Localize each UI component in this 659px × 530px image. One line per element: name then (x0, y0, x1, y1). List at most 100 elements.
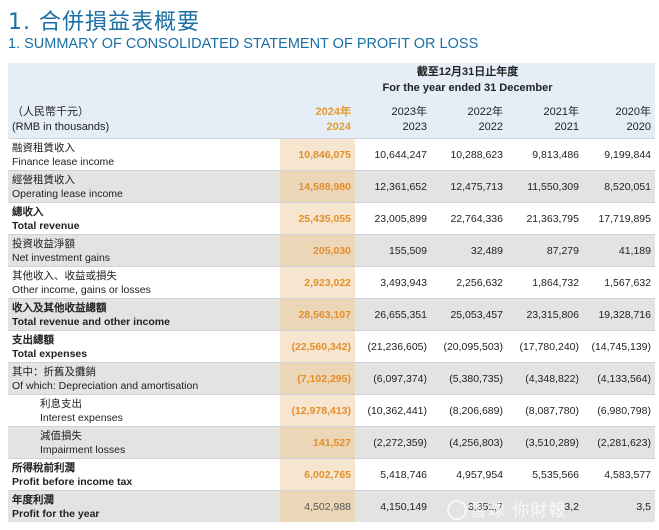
table-row-profit-for-the-year: 年度利潤 Profit for the year 4,502,988 4,150,… (8, 490, 655, 522)
value-2022: 25,053,457 (431, 298, 507, 331)
value-2020: (4,133,564) (583, 362, 655, 395)
value-2020: 3,5 (583, 490, 655, 522)
period-en: For the year ended 31 December (382, 82, 553, 94)
value-2022: (8,206,689) (431, 394, 507, 427)
value-2024: 141,527 (280, 426, 355, 459)
value-2020: 17,719,895 (583, 202, 655, 235)
watermark-logo-icon (447, 500, 467, 520)
page-title-zh: 1. 合併損益表概要 (8, 10, 200, 35)
value-2021: (17,780,240) (507, 330, 583, 363)
period-zh: 截至12月31日止年度 (416, 66, 519, 78)
row-label-zh: 投資收益淨額 (12, 237, 75, 250)
row-label: 經營租賃收入 Operating lease income (8, 170, 280, 203)
value-2024: 6,002,765 (280, 458, 355, 491)
row-label: 總收入 Total revenue (8, 202, 280, 235)
value-2022: 4,957,954 (431, 458, 507, 491)
value-2021: 87,279 (507, 234, 583, 267)
row-label-en: Operating lease income (12, 187, 123, 200)
table-row-other-income: 其他收入、收益或損失 Other income, gains or losses … (8, 266, 655, 299)
row-label-zh: 減值損失 (40, 429, 82, 442)
value-2021: (4,348,822) (507, 362, 583, 395)
row-label-zh: 其他收入、收益或損失 (12, 269, 117, 282)
year-en: 2022 (478, 121, 503, 133)
year-header-2021: 2021年 2021 (507, 97, 583, 139)
row-label-zh: 年度利潤 (12, 493, 54, 506)
table-row-interest-expenses: 利息支出 Interest expenses (12,978,413) (10,3… (8, 394, 655, 427)
value-2024: 205,030 (280, 234, 355, 267)
row-label: 投資收益淨額 Net investment gains (8, 234, 280, 267)
value-2022: 32,489 (431, 234, 507, 267)
value-2020: (6,980,798) (583, 394, 655, 427)
row-label-zh: 收入及其他收益總額 (12, 301, 107, 314)
table-row-net-investment-gains: 投資收益淨額 Net investment gains 205,030 155,5… (8, 234, 655, 267)
table-row-operating-lease-income: 經營租賃收入 Operating lease income 14,588,980 … (8, 170, 655, 203)
value-2020: 4,583,577 (583, 458, 655, 491)
value-2020: 41,189 (583, 234, 655, 267)
period-header: 截至12月31日止年度 For the year ended 31 Decemb… (280, 63, 655, 97)
value-2022: (5,380,735) (431, 362, 507, 395)
year-header-2022: 2022年 2022 (431, 97, 507, 139)
value-2023: (2,272,359) (355, 426, 431, 459)
value-2024: (22,560,342) (280, 330, 355, 363)
value-2021: 23,315,806 (507, 298, 583, 331)
year-en: 2020 (626, 121, 651, 133)
value-2022: 22,764,336 (431, 202, 507, 235)
row-label-en: Profit for the year (12, 507, 100, 520)
year-en: 2023 (402, 121, 427, 133)
value-2024: 14,588,980 (280, 170, 355, 203)
value-2022: (4,256,803) (431, 426, 507, 459)
value-2023: 3,493,943 (355, 266, 431, 299)
value-2020: (14,745,139) (583, 330, 655, 363)
value-2021: (8,087,780) (507, 394, 583, 427)
value-2024: 2,923,022 (280, 266, 355, 299)
row-label-zh: 融資租賃收入 (12, 141, 75, 154)
row-label-en: Finance lease income (12, 155, 115, 168)
value-2021: 11,550,309 (507, 170, 583, 203)
value-2021: 5,535,566 (507, 458, 583, 491)
year-en: 2021 (554, 121, 579, 133)
row-label-en: Total revenue and other income (12, 315, 170, 328)
row-label-en: Net investment gains (12, 251, 111, 264)
row-label-en: Other income, gains or losses (12, 283, 151, 296)
value-2023: (10,362,441) (355, 394, 431, 427)
row-label: 收入及其他收益總額 Total revenue and other income (8, 298, 280, 331)
row-label: 其他收入、收益或損失 Other income, gains or losses (8, 266, 280, 299)
table-row-impairment-losses: 減值損失 Impairment losses 141,527 (2,272,359… (8, 426, 655, 459)
table-row-depreciation-amortisation: 其中：折舊及攤銷 Of which: Depreciation and amort… (8, 362, 655, 395)
value-2024: 4,502,988 (280, 490, 355, 522)
value-2022: 10,288,623 (431, 138, 507, 171)
watermark: 雪球 你財報 (470, 501, 567, 521)
value-2020: 19,328,716 (583, 298, 655, 331)
value-2024: 10,846,075 (280, 138, 355, 171)
row-label-en: Total revenue (12, 219, 80, 232)
unit-en: (RMB in thousands) (12, 121, 110, 133)
value-2021: 1,864,732 (507, 266, 583, 299)
row-label: 其中：折舊及攤銷 Of which: Depreciation and amort… (8, 362, 280, 395)
value-2022: (20,095,503) (431, 330, 507, 363)
value-2024: 28,563,107 (280, 298, 355, 331)
row-label: 支出總額 Total expenses (8, 330, 280, 363)
row-label-zh: 利息支出 (40, 397, 82, 410)
value-2021: 9,813,486 (507, 138, 583, 171)
value-2024: (12,978,413) (280, 394, 355, 427)
value-2020: (2,281,623) (583, 426, 655, 459)
year-zh: 2020年 (615, 106, 651, 118)
year-header-2023: 2023年 2023 (355, 97, 431, 139)
row-label: 融資租賃收入 Finance lease income (8, 138, 280, 171)
year-zh: 2021年 (543, 106, 579, 118)
value-2023: 5,418,746 (355, 458, 431, 491)
unit-header: （人民幣千元） (RMB in thousands) (8, 97, 280, 139)
row-label-zh: 總收入 (12, 205, 44, 218)
value-2024: 25,435,055 (280, 202, 355, 235)
year-zh: 2022年 (467, 106, 503, 118)
value-2023: 23,005,899 (355, 202, 431, 235)
page-title-en: 1. SUMMARY OF CONSOLIDATED STATEMENT OF … (8, 36, 479, 52)
table-row-total-revenue-and-other-income: 收入及其他收益總額 Total revenue and other income … (8, 298, 655, 331)
table-row-total-revenue: 總收入 Total revenue 25,435,055 23,005,899 2… (8, 202, 655, 235)
row-label-en: Of which: Depreciation and amortisation (12, 379, 199, 392)
value-2021: 21,363,795 (507, 202, 583, 235)
value-2023: (6,097,374) (355, 362, 431, 395)
profit-loss-table: 截至12月31日止年度 For the year ended 31 Decemb… (8, 63, 655, 522)
row-label: 減值損失 Impairment losses (8, 426, 280, 459)
row-label-en: Interest expenses (40, 411, 123, 424)
